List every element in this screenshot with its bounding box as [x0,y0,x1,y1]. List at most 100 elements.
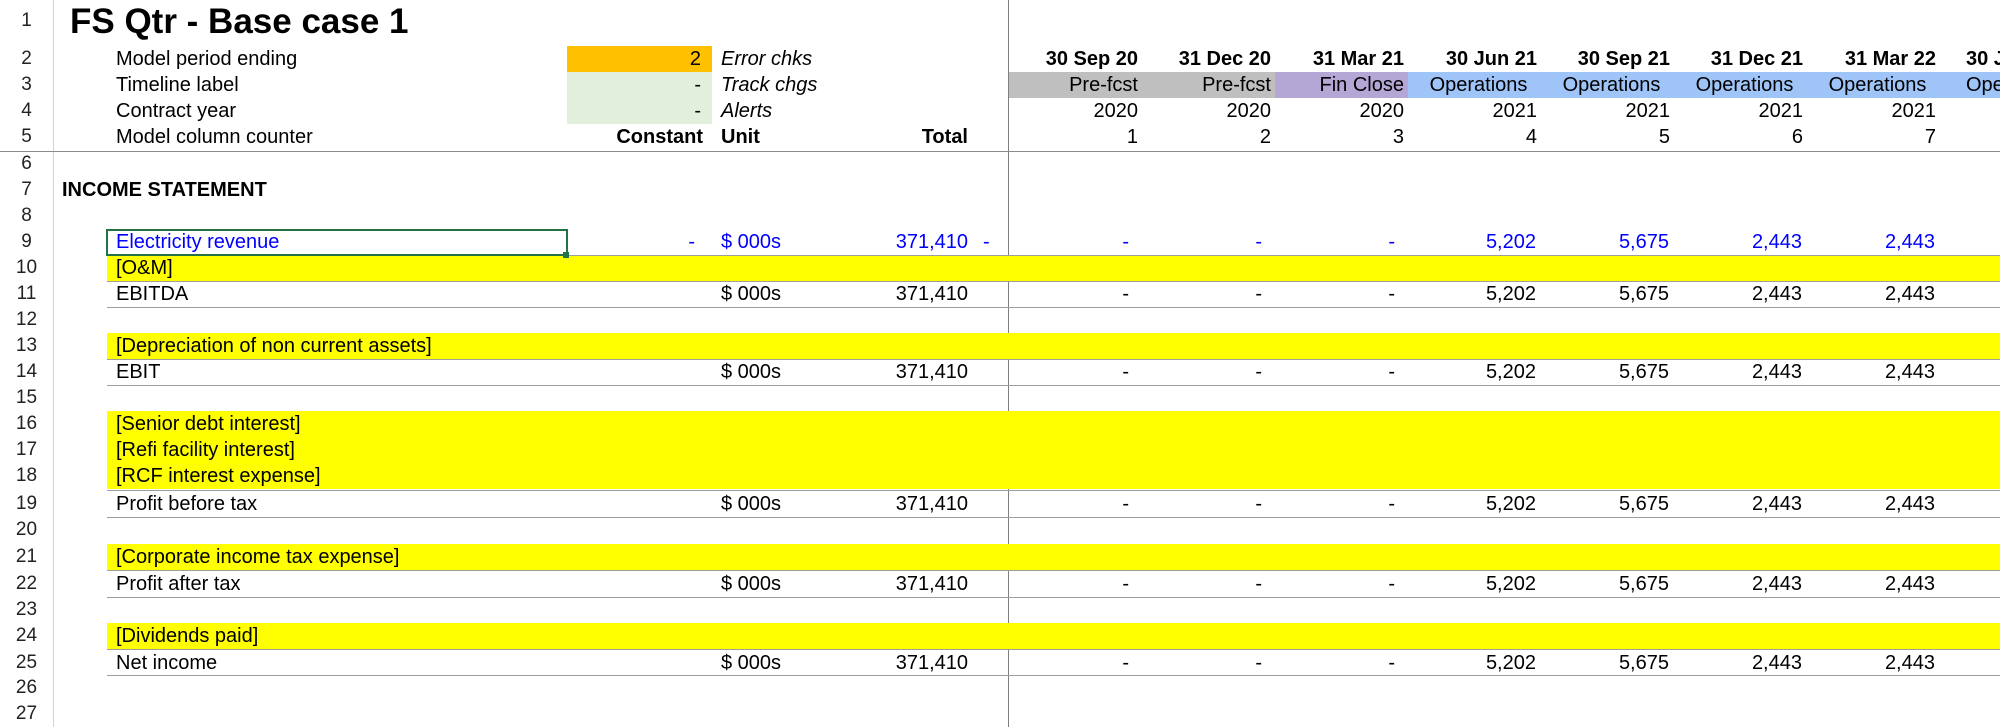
row-number[interactable]: 6 [21,153,32,174]
period-timeline-label[interactable]: Operations [1828,74,1927,96]
contract-year-input[interactable]: - [694,100,701,122]
profit-before-tax-unit[interactable]: $ 000s [721,493,782,515]
profit-after-tax-value[interactable]: - [1255,573,1262,595]
fill-handle[interactable] [563,252,569,258]
period-contract-year[interactable]: 2020 [1359,100,1405,122]
row-number[interactable]: 24 [15,625,38,646]
active-cell-selection[interactable] [106,229,568,256]
period-counter[interactable]: 1 [1126,126,1138,148]
row-number[interactable]: 19 [15,493,38,514]
depreciation-label[interactable]: [Depreciation of non current assets] [116,335,432,357]
row-number[interactable]: 20 [15,519,38,540]
net-income-value[interactable]: - [1388,652,1395,674]
period-contract-year[interactable]: 2020 [1226,100,1272,122]
period-counter[interactable]: 5 [1658,126,1670,148]
ebitda-value[interactable]: - [1255,283,1262,305]
net-income-value[interactable]: 2,443 [1884,652,1935,674]
ebitda-value[interactable]: - [1388,283,1395,305]
period-date[interactable]: 31 Dec 21 [1710,48,1803,70]
ebit-value[interactable]: 5,675 [1618,361,1669,383]
row-number[interactable]: 4 [21,100,32,121]
period-counter[interactable]: 3 [1392,126,1404,148]
period-date[interactable]: 30 Sep 21 [1577,48,1670,70]
row-header-strip[interactable] [0,0,54,727]
ebitda-value[interactable]: 2,443 [1884,283,1935,305]
profit-before-tax-total[interactable]: 371,410 [895,493,968,515]
profit-before-tax-value[interactable]: - [1122,493,1129,515]
period-timeline-label[interactable]: Operations [1429,74,1528,96]
row-number[interactable]: 21 [15,546,38,567]
row-number[interactable]: 1 [21,10,32,31]
electricity-revenue-constant[interactable]: - [688,231,695,253]
ebit-value[interactable]: - [1388,361,1395,383]
net-income-value[interactable]: 5,675 [1618,652,1669,674]
ebit-value[interactable]: - [1122,361,1129,383]
period-date[interactable]: 30 Jun 21 [1445,48,1537,70]
corporate-tax-label[interactable]: [Corporate income tax expense] [116,546,400,568]
electricity-revenue-value[interactable]: - [1388,231,1395,253]
row-number[interactable]: 13 [15,335,38,356]
profit-after-tax-value[interactable]: 5,675 [1618,573,1669,595]
profit-before-tax-value[interactable]: 5,675 [1618,493,1669,515]
row-number[interactable]: 26 [15,677,38,698]
profit-before-tax-value[interactable]: 5,202 [1485,493,1536,515]
ebit-unit[interactable]: $ 000s [721,361,782,383]
row-number[interactable]: 7 [21,179,32,200]
period-contract-year[interactable]: 2021 [1492,100,1538,122]
period-timeline-label[interactable]: Fin Close [1319,74,1404,96]
period-timeline-label[interactable]: Pre-fcst [1202,74,1271,96]
electricity-revenue-total[interactable]: 371,410 [895,231,968,253]
profit-after-tax-total[interactable]: 371,410 [895,573,968,595]
row-number[interactable]: 3 [21,74,32,95]
ebit-value[interactable]: 2,443 [1751,361,1802,383]
row-number[interactable]: 5 [21,126,32,147]
period-timeline-label[interactable]: Pre-fcst [1069,74,1138,96]
ebit-value[interactable]: 2,443 [1884,361,1935,383]
net-income-value[interactable]: 5,202 [1485,652,1536,674]
electricity-revenue-label[interactable]: Electricity revenue [116,231,280,253]
ebit-total[interactable]: 371,410 [895,361,968,383]
electricity-revenue-flag[interactable]: - [983,231,990,253]
profit-after-tax-unit[interactable]: $ 000s [721,573,782,595]
period-date[interactable]: 30 Sep 20 [1045,48,1138,70]
refi-facility-interest-label[interactable]: [Refi facility interest] [116,439,295,461]
period-contract-year[interactable]: 2021 [1758,100,1804,122]
net-income-label[interactable]: Net income [116,652,218,674]
profit-before-tax-value[interactable]: - [1388,493,1395,515]
profit-after-tax-value[interactable]: 5,202 [1485,573,1536,595]
row-number[interactable]: 9 [21,231,32,252]
row-number[interactable]: 27 [15,703,38,724]
electricity-revenue-value[interactable]: 2,443 [1884,231,1935,253]
profit-after-tax-label[interactable]: Profit after tax [116,573,241,595]
dividends-paid-label[interactable]: [Dividends paid] [116,625,259,647]
electricity-revenue-value[interactable]: 5,675 [1618,231,1669,253]
row-number[interactable]: 22 [15,573,38,594]
ebitda-label[interactable]: EBITDA [116,283,189,305]
period-timeline-label[interactable]: Operations [1562,74,1661,96]
row-number[interactable]: 18 [15,465,38,486]
period-contract-year[interactable]: 2021 [1891,100,1937,122]
row-number[interactable]: 25 [15,652,38,673]
ebit-value[interactable]: - [1255,361,1262,383]
row-number[interactable]: 12 [15,309,38,330]
row-number[interactable]: 16 [15,413,38,434]
ebit-label[interactable]: EBIT [116,361,161,383]
electricity-revenue-value[interactable]: - [1255,231,1262,253]
period-counter[interactable]: 2 [1259,126,1271,148]
profit-after-tax-value[interactable]: 2,443 [1751,573,1802,595]
model-period-input[interactable]: 2 [689,48,701,70]
senior-debt-interest-label[interactable]: [Senior debt interest] [116,413,301,435]
period-timeline-label[interactable]: Operations [1695,74,1794,96]
row-number[interactable]: 2 [21,48,32,69]
row-number[interactable]: 17 [15,439,38,460]
ebitda-value[interactable]: 5,675 [1618,283,1669,305]
profit-before-tax-value[interactable]: 2,443 [1884,493,1935,515]
electricity-revenue-unit[interactable]: $ 000s [721,231,782,253]
period-contract-year[interactable]: 2020 [1093,100,1139,122]
row-number[interactable]: 10 [15,257,38,278]
row-number[interactable]: 15 [15,387,38,408]
ebitda-total[interactable]: 371,410 [895,283,968,305]
electricity-revenue-value[interactable]: 2,443 [1751,231,1802,253]
electricity-revenue-value[interactable]: 5,202 [1485,231,1536,253]
